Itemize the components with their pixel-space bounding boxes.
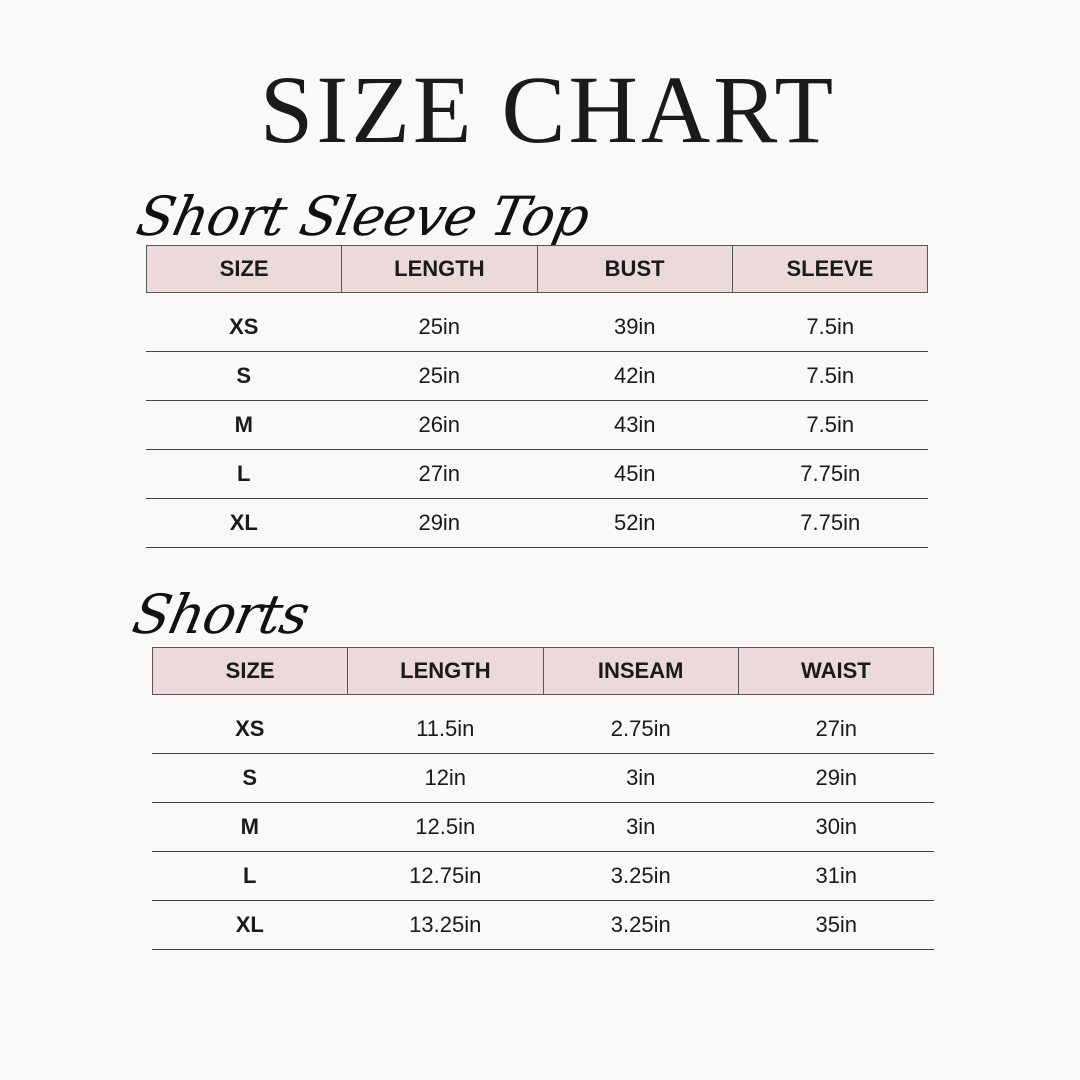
table-row: L 27in 45in 7.75in <box>146 450 928 499</box>
table-header: SIZE LENGTH BUST SLEEVE <box>146 245 928 293</box>
size-cell: XL <box>229 510 258 535</box>
table-row: XS 11.5in 2.75in 27in <box>152 705 934 754</box>
table-row: XL 29in 52in 7.75in <box>146 499 928 548</box>
measurement-cell: 29in <box>815 765 858 790</box>
size-table-shorts: SIZE LENGTH INSEAM WAIST XS 11.5in 2.75in 27in S… <box>152 647 934 950</box>
column-header: BUST <box>536 246 732 292</box>
measurement-cell: 52in <box>613 510 656 535</box>
size-cell: S <box>236 363 252 388</box>
measurement-cell: 42in <box>613 363 656 388</box>
column-header: SIZE <box>225 658 275 683</box>
column-header: LENGTH <box>347 648 542 694</box>
column-header: LENGTH <box>341 246 536 292</box>
measurement-cell: 2.75in <box>610 716 671 741</box>
measurement-cell: 35in <box>815 912 858 937</box>
measurement-cell: 12.75in <box>409 863 482 888</box>
measurement-cell: 39in <box>613 314 656 339</box>
table-row: S 25in 42in 7.5in <box>146 352 928 401</box>
table-row: XS 25in 39in 7.5in <box>146 303 928 352</box>
column-header: INSEAM <box>542 648 738 694</box>
section-heading-top: Short Sleeve Top <box>131 185 595 248</box>
size-table-top: SIZE LENGTH BUST SLEEVE XS 25in 39in 7.5in S 25in… <box>146 245 928 548</box>
measurement-cell: 31in <box>815 863 858 888</box>
page-title: SIZE CHART <box>259 56 837 163</box>
measurement-cell: 13.25in <box>409 912 482 937</box>
size-cell: XL <box>235 912 264 937</box>
measurement-cell: 3.25in <box>610 863 671 888</box>
size-cell: S <box>242 765 258 790</box>
measurement-cell: 25in <box>418 314 461 339</box>
measurement-cell: 7.75in <box>800 510 861 535</box>
measurement-cell: 45in <box>613 461 656 486</box>
measurement-cell: 7.75in <box>800 461 861 486</box>
size-cell: L <box>237 461 251 486</box>
table-header: SIZE LENGTH INSEAM WAIST <box>152 647 934 695</box>
table-row: L 12.75in 3.25in 31in <box>152 852 934 901</box>
section-heading-shorts: Shorts <box>127 583 315 646</box>
measurement-cell: 27in <box>815 716 858 741</box>
measurement-cell: 3in <box>626 814 656 839</box>
measurement-cell: 12.5in <box>415 814 476 839</box>
measurement-cell: 27in <box>418 461 461 486</box>
size-cell: XS <box>235 716 265 741</box>
measurement-cell: 7.5in <box>806 314 855 339</box>
size-cell: L <box>243 863 257 888</box>
measurement-cell: 7.5in <box>806 363 855 388</box>
size-cell: M <box>240 814 259 839</box>
measurement-cell: 30in <box>815 814 858 839</box>
measurement-cell: 3in <box>626 765 656 790</box>
table-row: M 12.5in 3in 30in <box>152 803 934 852</box>
column-header: WAIST <box>737 648 933 694</box>
table-row: XL 13.25in 3.25in 35in <box>152 901 934 950</box>
measurement-cell: 11.5in <box>416 716 475 741</box>
measurement-cell: 43in <box>613 412 656 437</box>
size-cell: M <box>234 412 253 437</box>
measurement-cell: 7.5in <box>806 412 855 437</box>
measurement-cell: 26in <box>418 412 461 437</box>
table-row: M 26in 43in 7.5in <box>146 401 928 450</box>
measurement-cell: 25in <box>418 363 461 388</box>
column-header: SIZE <box>219 256 269 281</box>
measurement-cell: 29in <box>418 510 461 535</box>
table-row: S 12in 3in 29in <box>152 754 934 803</box>
measurement-cell: 3.25in <box>610 912 671 937</box>
size-cell: XS <box>229 314 259 339</box>
measurement-cell: 12in <box>424 765 467 790</box>
column-header: SLEEVE <box>731 246 927 292</box>
